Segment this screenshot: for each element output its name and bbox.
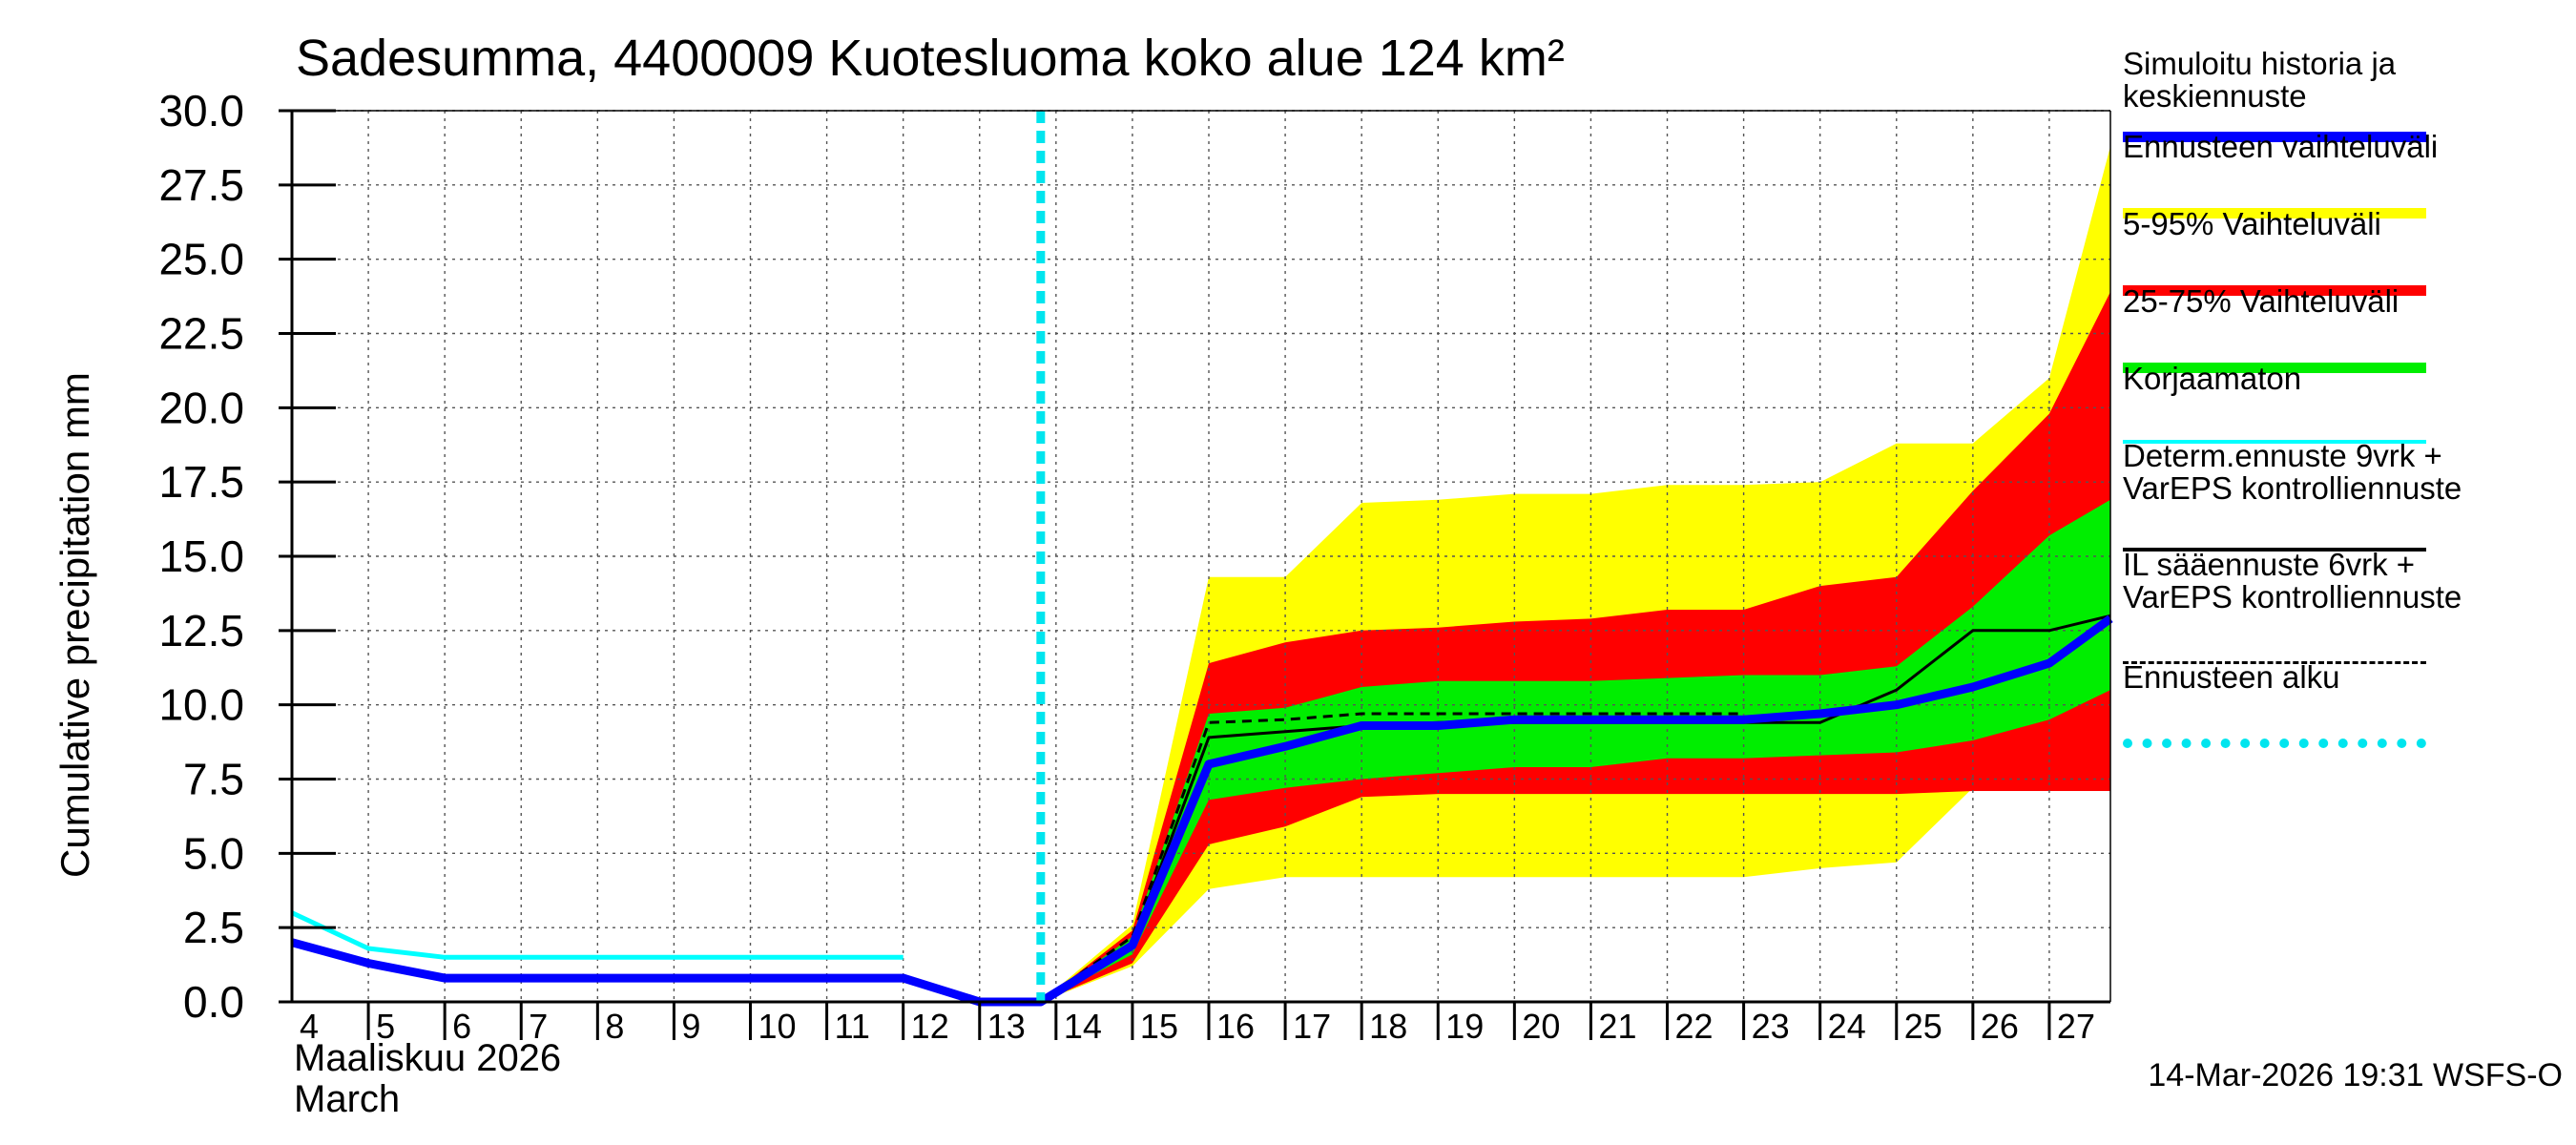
legend-label: IL sääennuste 6vrk + VarEPS kontrollienn… — [2123, 547, 2462, 614]
series-uncorrected — [290, 910, 904, 960]
y-tick-label: 2.5 — [183, 903, 244, 952]
y-tick-label: 17.5 — [158, 457, 244, 507]
x-tick-label: 12 — [911, 1007, 949, 1046]
series-simulated — [290, 614, 2113, 1007]
legend-swatch — [2123, 548, 2426, 552]
x-tick-label: 17 — [1293, 1007, 1331, 1046]
legend-item: 25-75% Vaihteluväli — [2123, 283, 2562, 373]
legend-swatch — [2123, 363, 2426, 373]
x-tick-label: 6 — [452, 1007, 471, 1046]
x-tick-label: 11 — [835, 1007, 870, 1046]
legend-swatch — [2123, 285, 2426, 296]
x-tick-label: 20 — [1522, 1007, 1560, 1046]
x-tick-label: 22 — [1675, 1007, 1714, 1046]
x-tick-label: 13 — [987, 1007, 1026, 1046]
x-tick-label: 27 — [2057, 1007, 2095, 1046]
legend-item: 5-95% Vaihteluväli — [2123, 206, 2562, 296]
legend-swatch — [2123, 208, 2426, 219]
legend-label: Determ.ennuste 9vrk + VarEPS kontrollien… — [2123, 438, 2462, 506]
x-tick-label: 23 — [1752, 1007, 1790, 1046]
y-tick-label: 22.5 — [158, 309, 244, 359]
x-tick-label: 14 — [1064, 1007, 1102, 1046]
y-tick-label: 25.0 — [158, 235, 244, 284]
band-5-95 — [1040, 291, 2110, 1002]
legend-item: Korjaamaton — [2123, 361, 2562, 444]
y-tick-label: 7.5 — [183, 755, 244, 804]
x-tick-label: 5 — [376, 1007, 395, 1046]
legend-label: 25-75% Vaihteluväli — [2123, 283, 2399, 319]
legend-label: Ennusteen vaihteluväli — [2123, 129, 2439, 164]
x-tick-label: 15 — [1140, 1007, 1178, 1046]
legend-swatch — [2123, 440, 2426, 444]
x-tick-label: 8 — [605, 1007, 624, 1046]
legend-label: Ennusteen alku — [2123, 659, 2340, 695]
legend-label: Korjaamaton — [2123, 361, 2302, 396]
x-tick-label: 7 — [529, 1007, 548, 1046]
y-tick-label: 10.0 — [158, 680, 244, 730]
legend-item: Ennusteen vaihteluväli — [2123, 129, 2562, 219]
legend-swatch — [2123, 739, 2426, 748]
legend-item-simulated: Simuloitu historia ja keskiennuste — [2123, 46, 2562, 142]
x-tick-label: 9 — [681, 1007, 700, 1046]
legend-label: 5-95% Vaihteluväli — [2123, 206, 2381, 241]
legend-item: Determ.ennuste 9vrk + VarEPS kontrollien… — [2123, 438, 2562, 552]
legend-item: Ennusteen alku — [2123, 659, 2562, 748]
month-label-fi: Maaliskuu 2026 — [294, 1037, 562, 1079]
month-label-en: March — [294, 1078, 401, 1120]
y-tick-label: 12.5 — [158, 606, 244, 656]
x-tick-label: 10 — [758, 1007, 797, 1046]
x-tick-label: 25 — [1904, 1007, 1942, 1046]
x-tick-label: 18 — [1369, 1007, 1407, 1046]
y-tick-label: 5.0 — [183, 828, 244, 878]
legend-swatch — [2123, 661, 2426, 664]
band-25-75 — [1040, 499, 2110, 1002]
y-tick-label: 27.5 — [158, 160, 244, 210]
legend-item: IL sääennuste 6vrk + VarEPS kontrollienn… — [2123, 547, 2562, 664]
x-tick-label: 4 — [300, 1007, 319, 1046]
y-tick-label: 15.0 — [158, 531, 244, 581]
y-tick-label: 0.0 — [183, 977, 244, 1027]
x-tick-label: 19 — [1445, 1007, 1484, 1046]
legend: Simuloitu historia ja keskiennuste Ennus… — [2123, 46, 2562, 748]
chart-title: Sadesumma, 4400009 Kuotesluoma koko alue… — [296, 30, 1565, 87]
y-axis-label: Cumulative precipitation mm — [52, 372, 97, 878]
x-tick-label: 26 — [1981, 1007, 2019, 1046]
grid — [292, 110, 2110, 1002]
timestamp: 14-Mar-2026 19:31 WSFS-O — [2148, 1057, 2563, 1093]
x-tick-label: 21 — [1598, 1007, 1636, 1046]
y-tick-label: 30.0 — [158, 86, 244, 135]
legend-swatch-simulated — [2123, 132, 2426, 142]
x-tick-label: 24 — [1828, 1007, 1866, 1046]
legend-label: Simuloitu historia ja keskiennuste — [2123, 46, 2397, 114]
y-tick-label: 20.0 — [158, 383, 244, 432]
x-tick-label: 16 — [1216, 1007, 1255, 1046]
